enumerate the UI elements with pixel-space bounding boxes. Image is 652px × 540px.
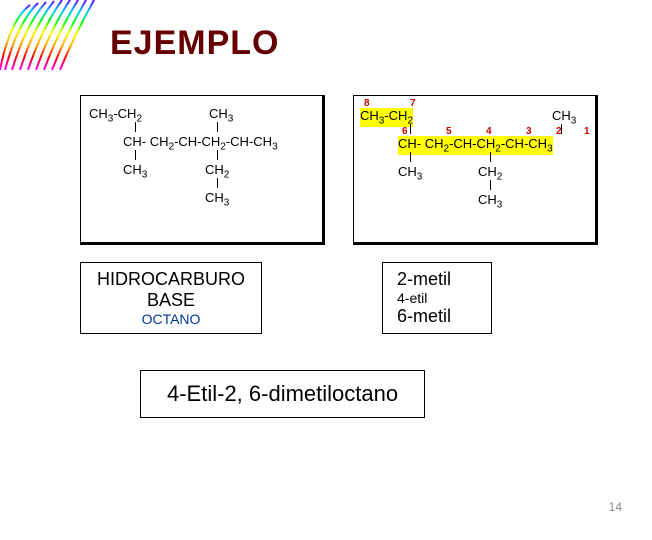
substituent: 6-metil — [397, 306, 477, 327]
carbon-number: 2 — [556, 126, 562, 137]
molecule-right: 8 7 CH3-CH2 CH3 6 5 4 3 2 1 CH- CH2-CH-C… — [353, 95, 598, 245]
substituent: 4-etil — [397, 290, 477, 306]
molecule-left: CH3-CH2 CH3 CH- CH2-CH-CH2-CH-CH3 CH3 CH… — [80, 95, 325, 245]
label-box-substituents: 2-metil 4-etil 6-metil — [382, 262, 492, 334]
final-name-box: 4-Etil-2, 6-dimetiloctano — [140, 370, 425, 418]
slide-accent — [0, 0, 100, 70]
label-box-base: HIDROCARBURO BASE OCTANO — [80, 262, 262, 334]
base-label-1: HIDROCARBURO — [97, 269, 245, 290]
slide-title: EJEMPLO — [110, 24, 279, 63]
base-name: OCTANO — [97, 311, 245, 327]
substituent: 2-metil — [397, 269, 477, 290]
page-number: 14 — [609, 500, 622, 514]
carbon-number: 1 — [584, 126, 590, 137]
base-label-2: BASE — [97, 290, 245, 311]
